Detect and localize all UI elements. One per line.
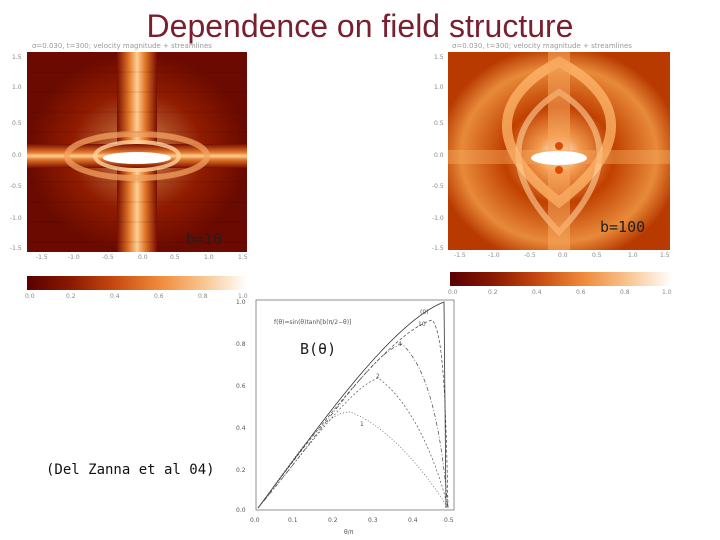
right-cb-tick-3: 0.6: [576, 289, 586, 296]
right-cb-tick-1: 0.2: [488, 289, 498, 296]
left-cb-tick-5: 1.0: [238, 293, 248, 300]
left-heatmap-panel: σ=0.030, t=300; velocity magnitude + str…: [0, 40, 260, 310]
inset-xtick-0: 0.0: [250, 517, 260, 524]
left-ytick-3: 0.0: [12, 152, 22, 159]
right-xtick-2: -0.5: [524, 252, 536, 259]
left-xtick-5: 1.0: [204, 254, 214, 261]
right-ytick-4: -0.5: [432, 183, 444, 190]
curve-label-1: 1: [360, 421, 364, 428]
left-cb-tick-3: 0.6: [154, 293, 164, 300]
inset-xtick-1: 0.1: [288, 517, 298, 524]
inset-formula: f(θ)=sin(θ)tanh[b(π/2−θ)]: [274, 319, 351, 326]
left-xtick-0: -1.5: [36, 254, 48, 261]
inset-xtick-3: 0.3: [368, 517, 378, 524]
right-cb-tick-4: 0.8: [620, 289, 630, 296]
curve-label-10: 10: [418, 321, 426, 328]
right-cb-tick-2: 0.4: [532, 289, 542, 296]
left-b-label: b=10: [186, 230, 223, 248]
left-xtick-4: 0.5: [170, 254, 180, 261]
right-heatmap: [448, 52, 670, 250]
left-ytick-5: -1.0: [10, 215, 22, 222]
right-panel-header: σ=0.030, t=300; velocity magnitude + str…: [452, 42, 632, 50]
right-ytick-5: -1.0: [432, 215, 444, 222]
left-xtick-3: 0.0: [138, 254, 148, 261]
right-xtick-6: 1.5: [660, 252, 670, 259]
right-ytick-1: 1.0: [434, 84, 444, 91]
right-heatmap-panel: σ=0.030, t=300; velocity magnitude + str…: [420, 40, 700, 310]
left-panel-header: σ=0.030, t=300; velocity magnitude + str…: [32, 42, 212, 50]
left-heatmap: [27, 52, 247, 252]
left-cb-tick-0: 0.0: [25, 293, 35, 300]
left-ytick-0: 1.5: [12, 54, 22, 61]
left-ytick-4: -0.5: [10, 183, 22, 190]
right-cb-tick-5: 1.0: [662, 289, 672, 296]
right-b-label: b=100: [600, 218, 646, 236]
left-cb-tick-4: 0.8: [198, 293, 208, 300]
inset-ytick-0: 1.0: [236, 299, 246, 306]
curve-0: [257, 301, 447, 509]
inset-xtick-2: 0.2: [328, 517, 338, 524]
right-xtick-4: 0.5: [592, 252, 602, 259]
right-ytick-6: -1.5: [432, 245, 444, 252]
inset-b-theta-label: B(θ): [300, 340, 337, 358]
inset-x-axis-label: θ/π: [344, 529, 354, 536]
inset-xtick-5: 0.5: [444, 517, 454, 524]
slide-title: Dependence on field structure: [146, 8, 574, 44]
left-xtick-1: -1.0: [68, 254, 80, 261]
inset-ytick-1: 0.8: [236, 341, 246, 348]
curve-2: [257, 377, 449, 509]
curve-1: [257, 411, 449, 509]
left-cb-tick-2: 0.4: [110, 293, 120, 300]
left-xtick-2: -0.5: [102, 254, 114, 261]
right-xtick-0: -1.5: [454, 252, 466, 259]
right-ytick-2: 0.5: [434, 120, 444, 127]
right-xtick-1: -1.0: [488, 252, 500, 259]
curve-4: [257, 343, 449, 509]
right-cb-tick-0: 0.0: [448, 289, 458, 296]
left-xtick-6: 1.5: [238, 254, 248, 261]
right-xtick-3: 0.0: [558, 252, 568, 259]
right-ytick-3: 0.0: [434, 152, 444, 159]
left-cb-tick-1: 0.2: [66, 293, 76, 300]
inset-ytick-3: 0.4: [236, 425, 246, 432]
left-ytick-1: 1.0: [12, 84, 22, 91]
right-colorbar: [450, 272, 672, 286]
reference-citation: (Del Zanna et al 04): [46, 462, 215, 478]
curve-10: [257, 319, 449, 509]
right-ytick-0: 1.5: [434, 54, 444, 61]
inset-ytick-2: 0.6: [236, 383, 246, 390]
curve-label-4: 4: [398, 341, 402, 348]
inset-plot: 1.0 0.8 0.6 0.4 0.2 0.0 0.0 0.1 0.2 0.3 …: [236, 299, 455, 536]
left-ytick-6: -1.5: [10, 245, 22, 252]
curve-label-2: 2: [376, 373, 380, 380]
curve-label-0: (0): [420, 309, 429, 316]
inset-ytick-5: 0.0: [236, 507, 246, 514]
left-ytick-2: 0.5: [12, 120, 22, 127]
right-xtick-5: 1.0: [628, 252, 638, 259]
left-colorbar: [27, 276, 247, 290]
inset-xtick-4: 0.4: [408, 517, 418, 524]
inset-ytick-4: 0.2: [236, 467, 246, 474]
